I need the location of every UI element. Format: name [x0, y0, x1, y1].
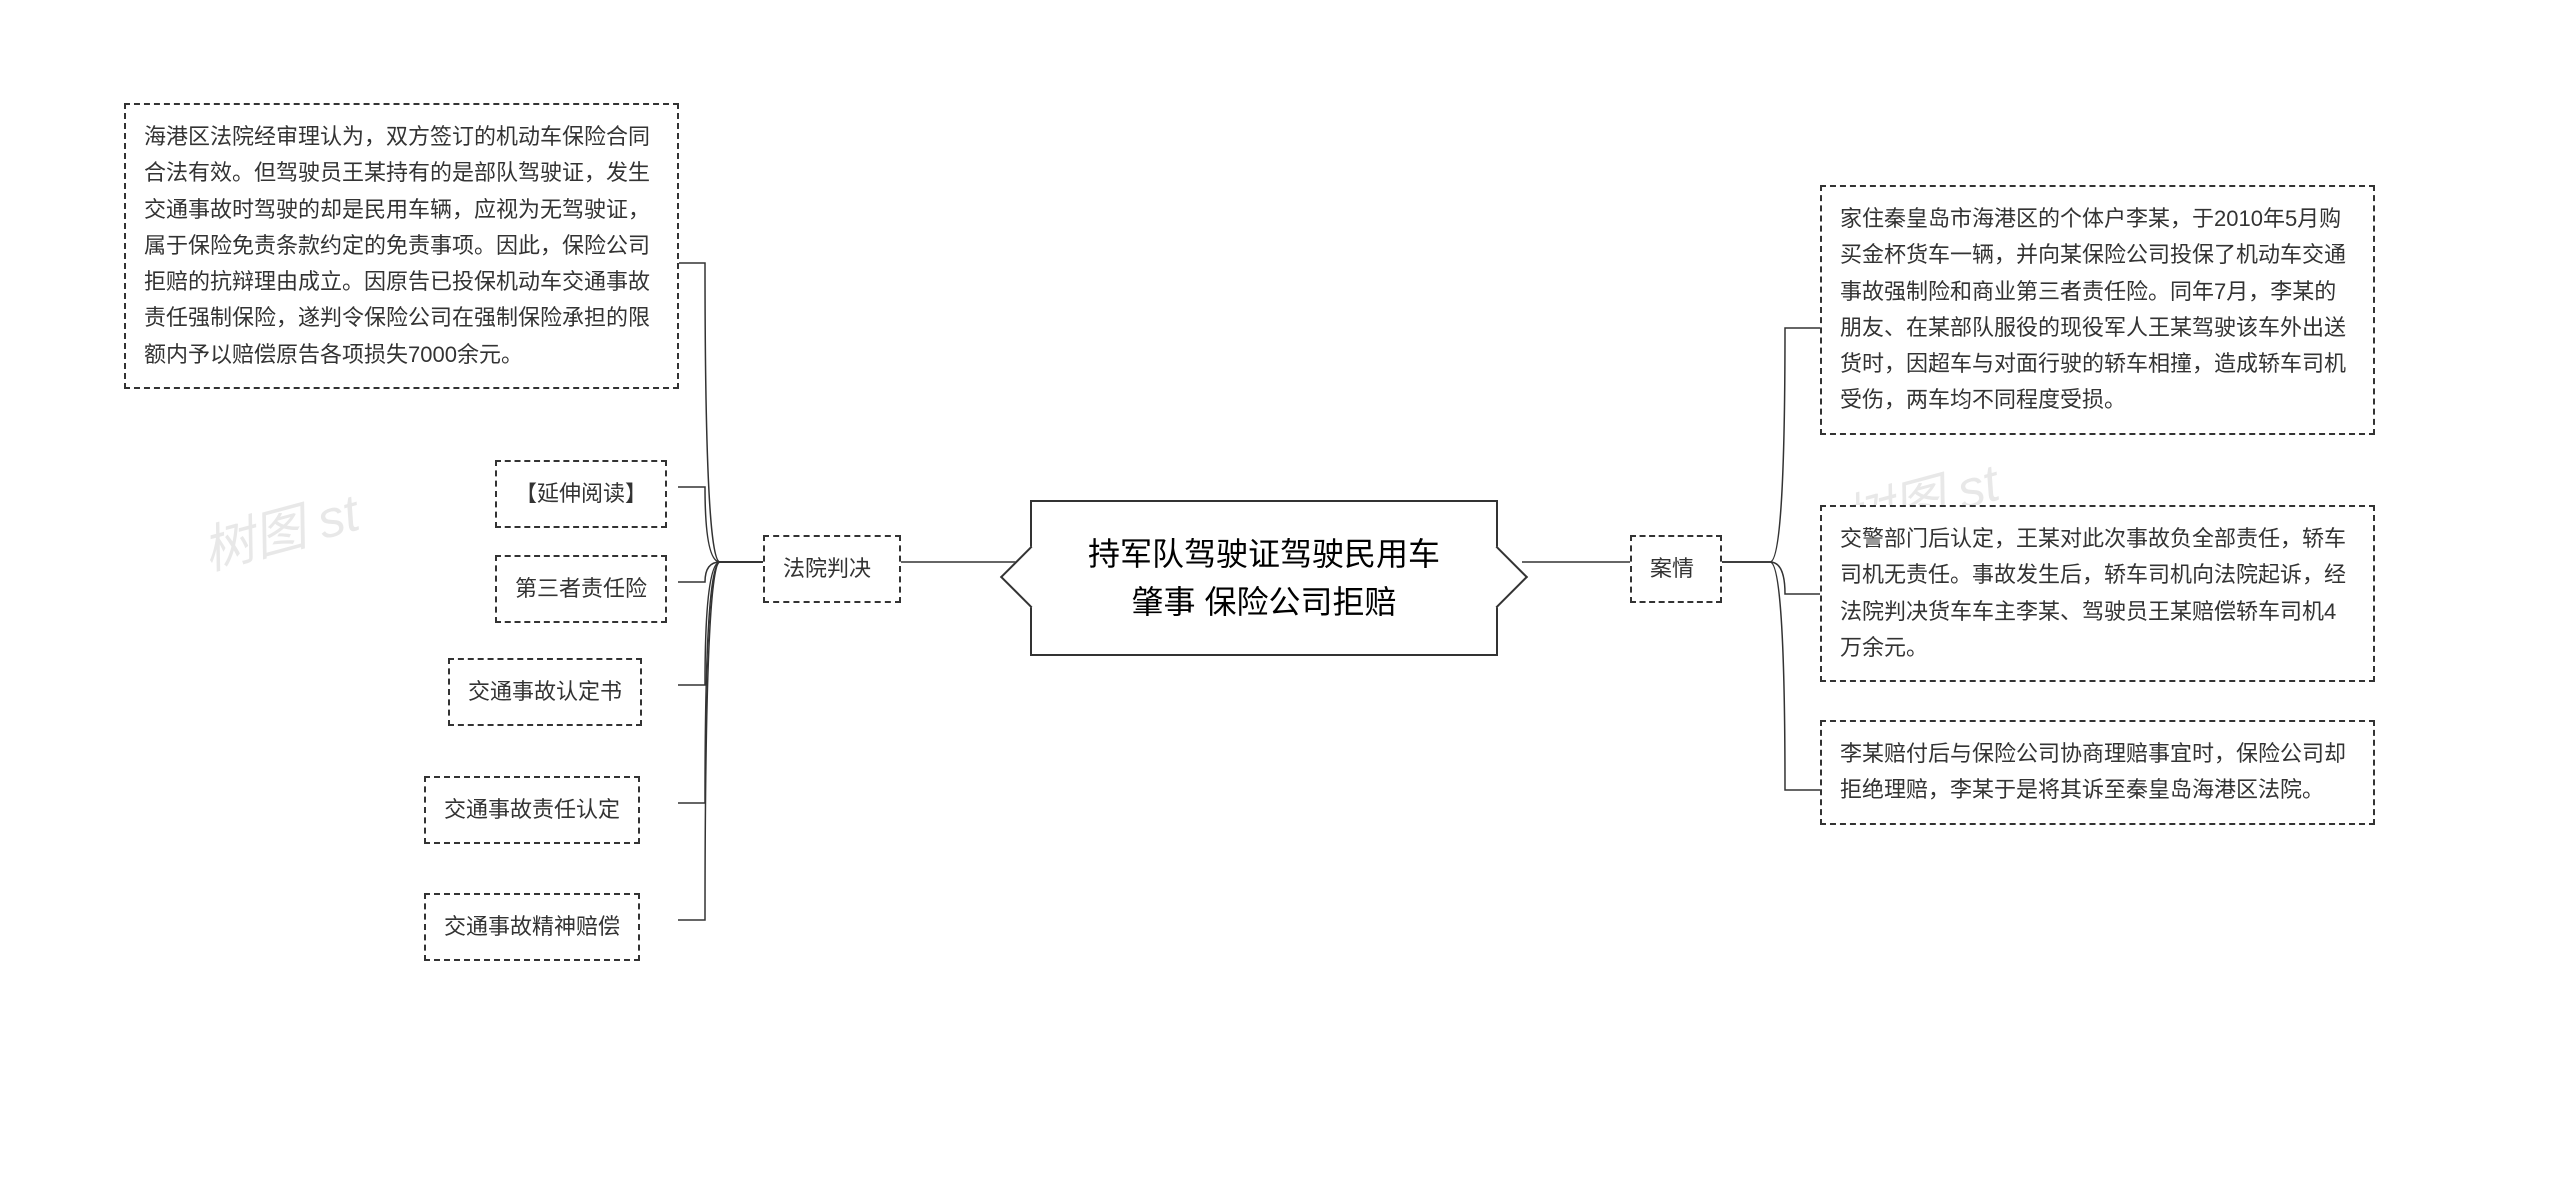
center-title-line2: 肇事 保险公司拒赔 [1088, 578, 1440, 626]
right-child-0: 家住秦皇岛市海港区的个体户李某，于2010年5月购买金杯货车一辆，并向某保险公司… [1820, 185, 2375, 435]
left-child-0: 海港区法院经审理认为，双方签订的机动车保险合同合法有效。但驾驶员王某持有的是部队… [124, 103, 679, 389]
watermark: 树图 st [193, 471, 366, 585]
left-child-3: 交通事故认定书 [448, 658, 642, 726]
left-child-5: 交通事故精神赔偿 [424, 893, 640, 961]
right-child-2: 李某赔付后与保险公司协商理赔事宜时，保险公司却拒绝理赔，李某于是将其诉至秦皇岛海… [1820, 720, 2375, 825]
right-child-1: 交警部门后认定，王某对此次事故负全部责任，轿车司机无责任。事故发生后，轿车司机向… [1820, 505, 2375, 682]
left-child-4: 交通事故责任认定 [424, 776, 640, 844]
branch-left-label: 法院判决 [763, 535, 901, 603]
center-node: 持军队驾驶证驾驶民用车 肇事 保险公司拒赔 [1030, 500, 1498, 656]
left-child-2: 第三者责任险 [495, 555, 667, 623]
branch-right-label: 案情 [1630, 535, 1722, 603]
center-title-line1: 持军队驾驶证驾驶民用车 [1088, 530, 1440, 578]
left-child-1: 【延伸阅读】 [495, 460, 667, 528]
